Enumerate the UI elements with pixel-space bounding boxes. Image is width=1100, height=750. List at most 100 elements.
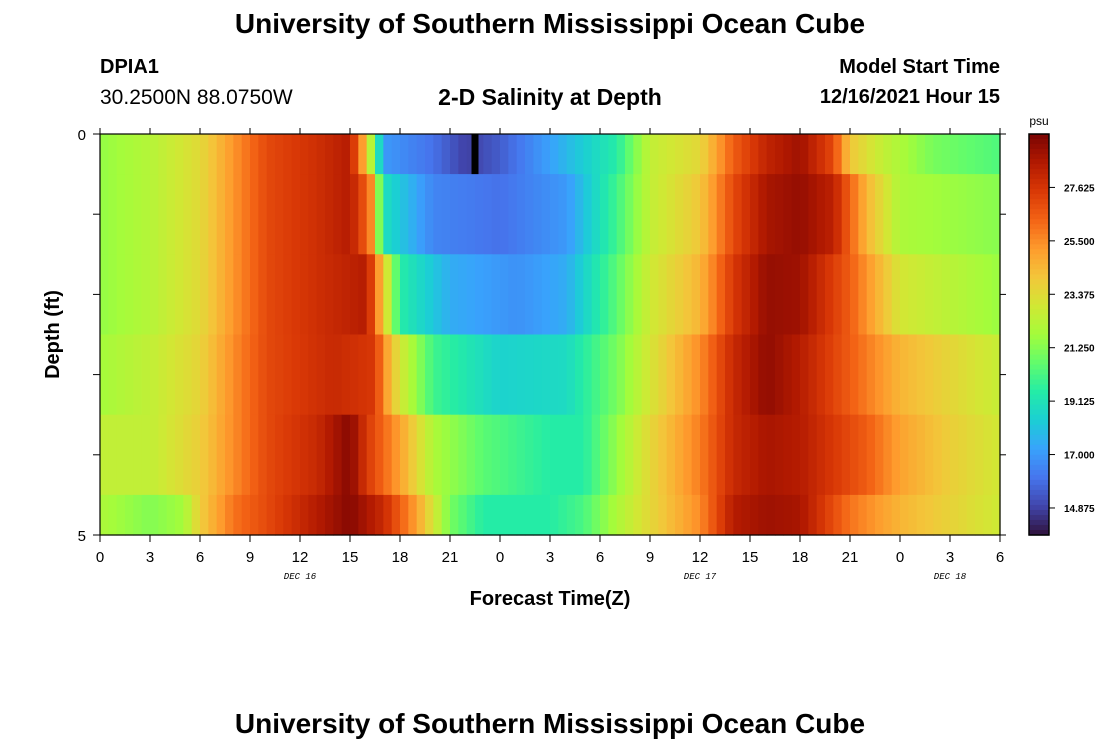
heatmap-cell (641, 414, 651, 496)
colorbar-segment (1029, 439, 1049, 446)
heatmap-cell (558, 494, 568, 536)
heatmap-cell (816, 134, 826, 175)
heatmap-cell (633, 494, 643, 536)
heatmap-cell (766, 134, 776, 175)
heatmap-cell (958, 414, 968, 496)
heatmap-cell (775, 254, 784, 336)
heatmap-cell (933, 494, 943, 536)
colorbar-segment (1029, 389, 1049, 396)
heatmap-cell (616, 254, 626, 336)
heatmap-cell (466, 174, 476, 255)
heatmap-cell (291, 174, 301, 255)
heatmap-cell (325, 494, 334, 536)
heatmap-cell (275, 334, 284, 416)
heatmap-cell (875, 334, 884, 416)
heatmap-cell (841, 414, 851, 496)
heatmap-cell (158, 414, 168, 496)
heatmap-cell (233, 254, 243, 336)
heatmap-cell (583, 134, 593, 175)
heatmap-cell (191, 134, 201, 175)
heatmap-cell (650, 254, 659, 336)
heatmap-cell (708, 494, 718, 536)
heatmap-cell (725, 334, 734, 416)
heatmap-cell (541, 334, 551, 416)
heatmap-cell (333, 414, 343, 496)
heatmap-cell (925, 334, 934, 416)
heatmap-cell (483, 134, 493, 175)
heatmap-cell (350, 334, 359, 416)
heatmap-cell (291, 414, 301, 496)
heatmap-cell (891, 174, 901, 255)
heatmap-cell (100, 174, 109, 255)
heatmap-cell (225, 254, 234, 336)
heatmap-cell (833, 334, 843, 416)
heatmap-cell (133, 414, 143, 496)
heatmap-cell (175, 254, 184, 336)
heatmap-cell (716, 334, 726, 416)
colorbar-segment (1029, 154, 1049, 160)
heatmap-cell (108, 494, 118, 536)
heatmap-cell (958, 254, 968, 336)
heatmap-cell (116, 494, 126, 536)
heatmap-cell (441, 134, 451, 175)
heatmap-cell (800, 254, 809, 336)
heatmap-cell (625, 494, 634, 536)
heatmap-cell (450, 334, 459, 416)
heatmap-cell (941, 494, 951, 536)
heatmap-cell (225, 134, 234, 175)
heatmap-cell (550, 334, 559, 416)
heatmap-cell (300, 254, 309, 336)
heatmap-cell (416, 494, 426, 536)
x-tick-label: 12 (692, 549, 709, 566)
x-tick-label: 0 (496, 549, 504, 566)
colorbar-tick-label: 17.000 (1064, 451, 1095, 462)
colorbar-segment (1029, 424, 1049, 431)
heatmap-cell (858, 414, 868, 496)
colorbar-segment (1029, 509, 1049, 516)
heatmap-cell (641, 334, 651, 416)
current-time-marker (471, 134, 479, 175)
heatmap-cell (458, 174, 468, 255)
heatmap-cell (600, 334, 609, 416)
colorbar-segment (1029, 194, 1049, 200)
heatmap-cell (208, 494, 218, 536)
heatmap-cell (125, 174, 134, 255)
heatmap-cell (166, 134, 176, 175)
heatmap-cell (175, 414, 184, 496)
colorbar-segment (1029, 329, 1049, 336)
heatmap-cell (216, 134, 226, 175)
heatmap-cell (591, 174, 601, 255)
heatmap-cell (558, 254, 568, 336)
heatmap-cell (900, 334, 909, 416)
heatmap-cell (675, 334, 684, 416)
heatmap-cell (333, 134, 343, 175)
heatmap-cell (966, 174, 976, 255)
colorbar-segment (1029, 414, 1049, 421)
heatmap-cell (141, 334, 151, 416)
heatmap-cell (466, 254, 476, 336)
heatmap-cell (608, 334, 618, 416)
heatmap-cell (475, 134, 484, 175)
heatmap-cell (325, 134, 334, 175)
heatmap-cell (716, 254, 726, 336)
colorbar-segment (1029, 244, 1049, 250)
heatmap-cell (283, 494, 293, 536)
heatmap-cell (500, 494, 509, 536)
heatmap-cell (891, 334, 901, 416)
heatmap-cell (533, 174, 543, 255)
heatmap-cell (900, 254, 909, 336)
heatmap-cell (966, 254, 976, 336)
colorbar-segment (1029, 449, 1049, 456)
heatmap-cell (266, 174, 276, 255)
heatmap-cell (166, 174, 176, 255)
heatmap-cell (183, 254, 193, 336)
heatmap-cell (266, 414, 276, 496)
heatmap-cell (566, 494, 576, 536)
heatmap-cell (658, 254, 668, 336)
heatmap-cell (508, 254, 518, 336)
heatmap-cell (308, 174, 318, 255)
heatmap-cell (233, 334, 243, 416)
heatmap-cell (991, 174, 1001, 255)
colorbar-segment (1029, 404, 1049, 411)
heatmap-cell (675, 414, 684, 496)
